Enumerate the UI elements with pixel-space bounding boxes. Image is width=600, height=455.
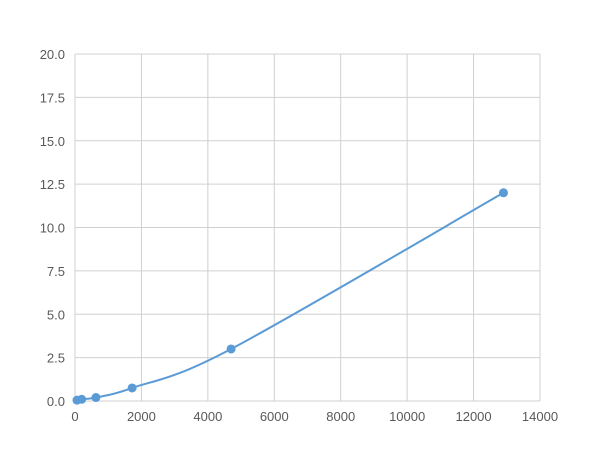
y-tick-label: 17.5	[40, 90, 65, 105]
x-tick-label: 4000	[193, 409, 222, 424]
y-tick-label: 12.5	[40, 177, 65, 192]
grid	[74, 53, 541, 402]
y-tick-label: 5.0	[47, 307, 65, 322]
x-tick-label: 0	[71, 409, 78, 424]
series	[72, 188, 508, 405]
x-tick-label: 14000	[522, 409, 558, 424]
y-tick-label: 10.0	[40, 221, 65, 236]
x-tick-label: 6000	[260, 409, 289, 424]
x-tick-label: 8000	[326, 409, 355, 424]
data-point	[91, 393, 101, 403]
y-tick-label: 2.5	[47, 351, 65, 366]
y-tick-label: 20.0	[40, 47, 65, 62]
y-axis-ticks: 0.0 2.5 5.0 7.5 10.0 12.5 15.0 17.5 20.0	[40, 47, 65, 409]
y-tick-label: 0.0	[47, 394, 65, 409]
data-point	[127, 383, 137, 393]
y-tick-label: 15.0	[40, 134, 65, 149]
data-point	[77, 394, 87, 404]
data-point	[226, 344, 236, 354]
x-tick-label: 10000	[389, 409, 425, 424]
x-tick-label: 2000	[127, 409, 156, 424]
y-tick-label: 7.5	[47, 264, 65, 279]
x-axis-ticks: 0 2000 4000 6000 8000 10000 12000 14000	[71, 409, 558, 424]
data-point	[498, 188, 508, 198]
x-tick-label: 12000	[455, 409, 491, 424]
